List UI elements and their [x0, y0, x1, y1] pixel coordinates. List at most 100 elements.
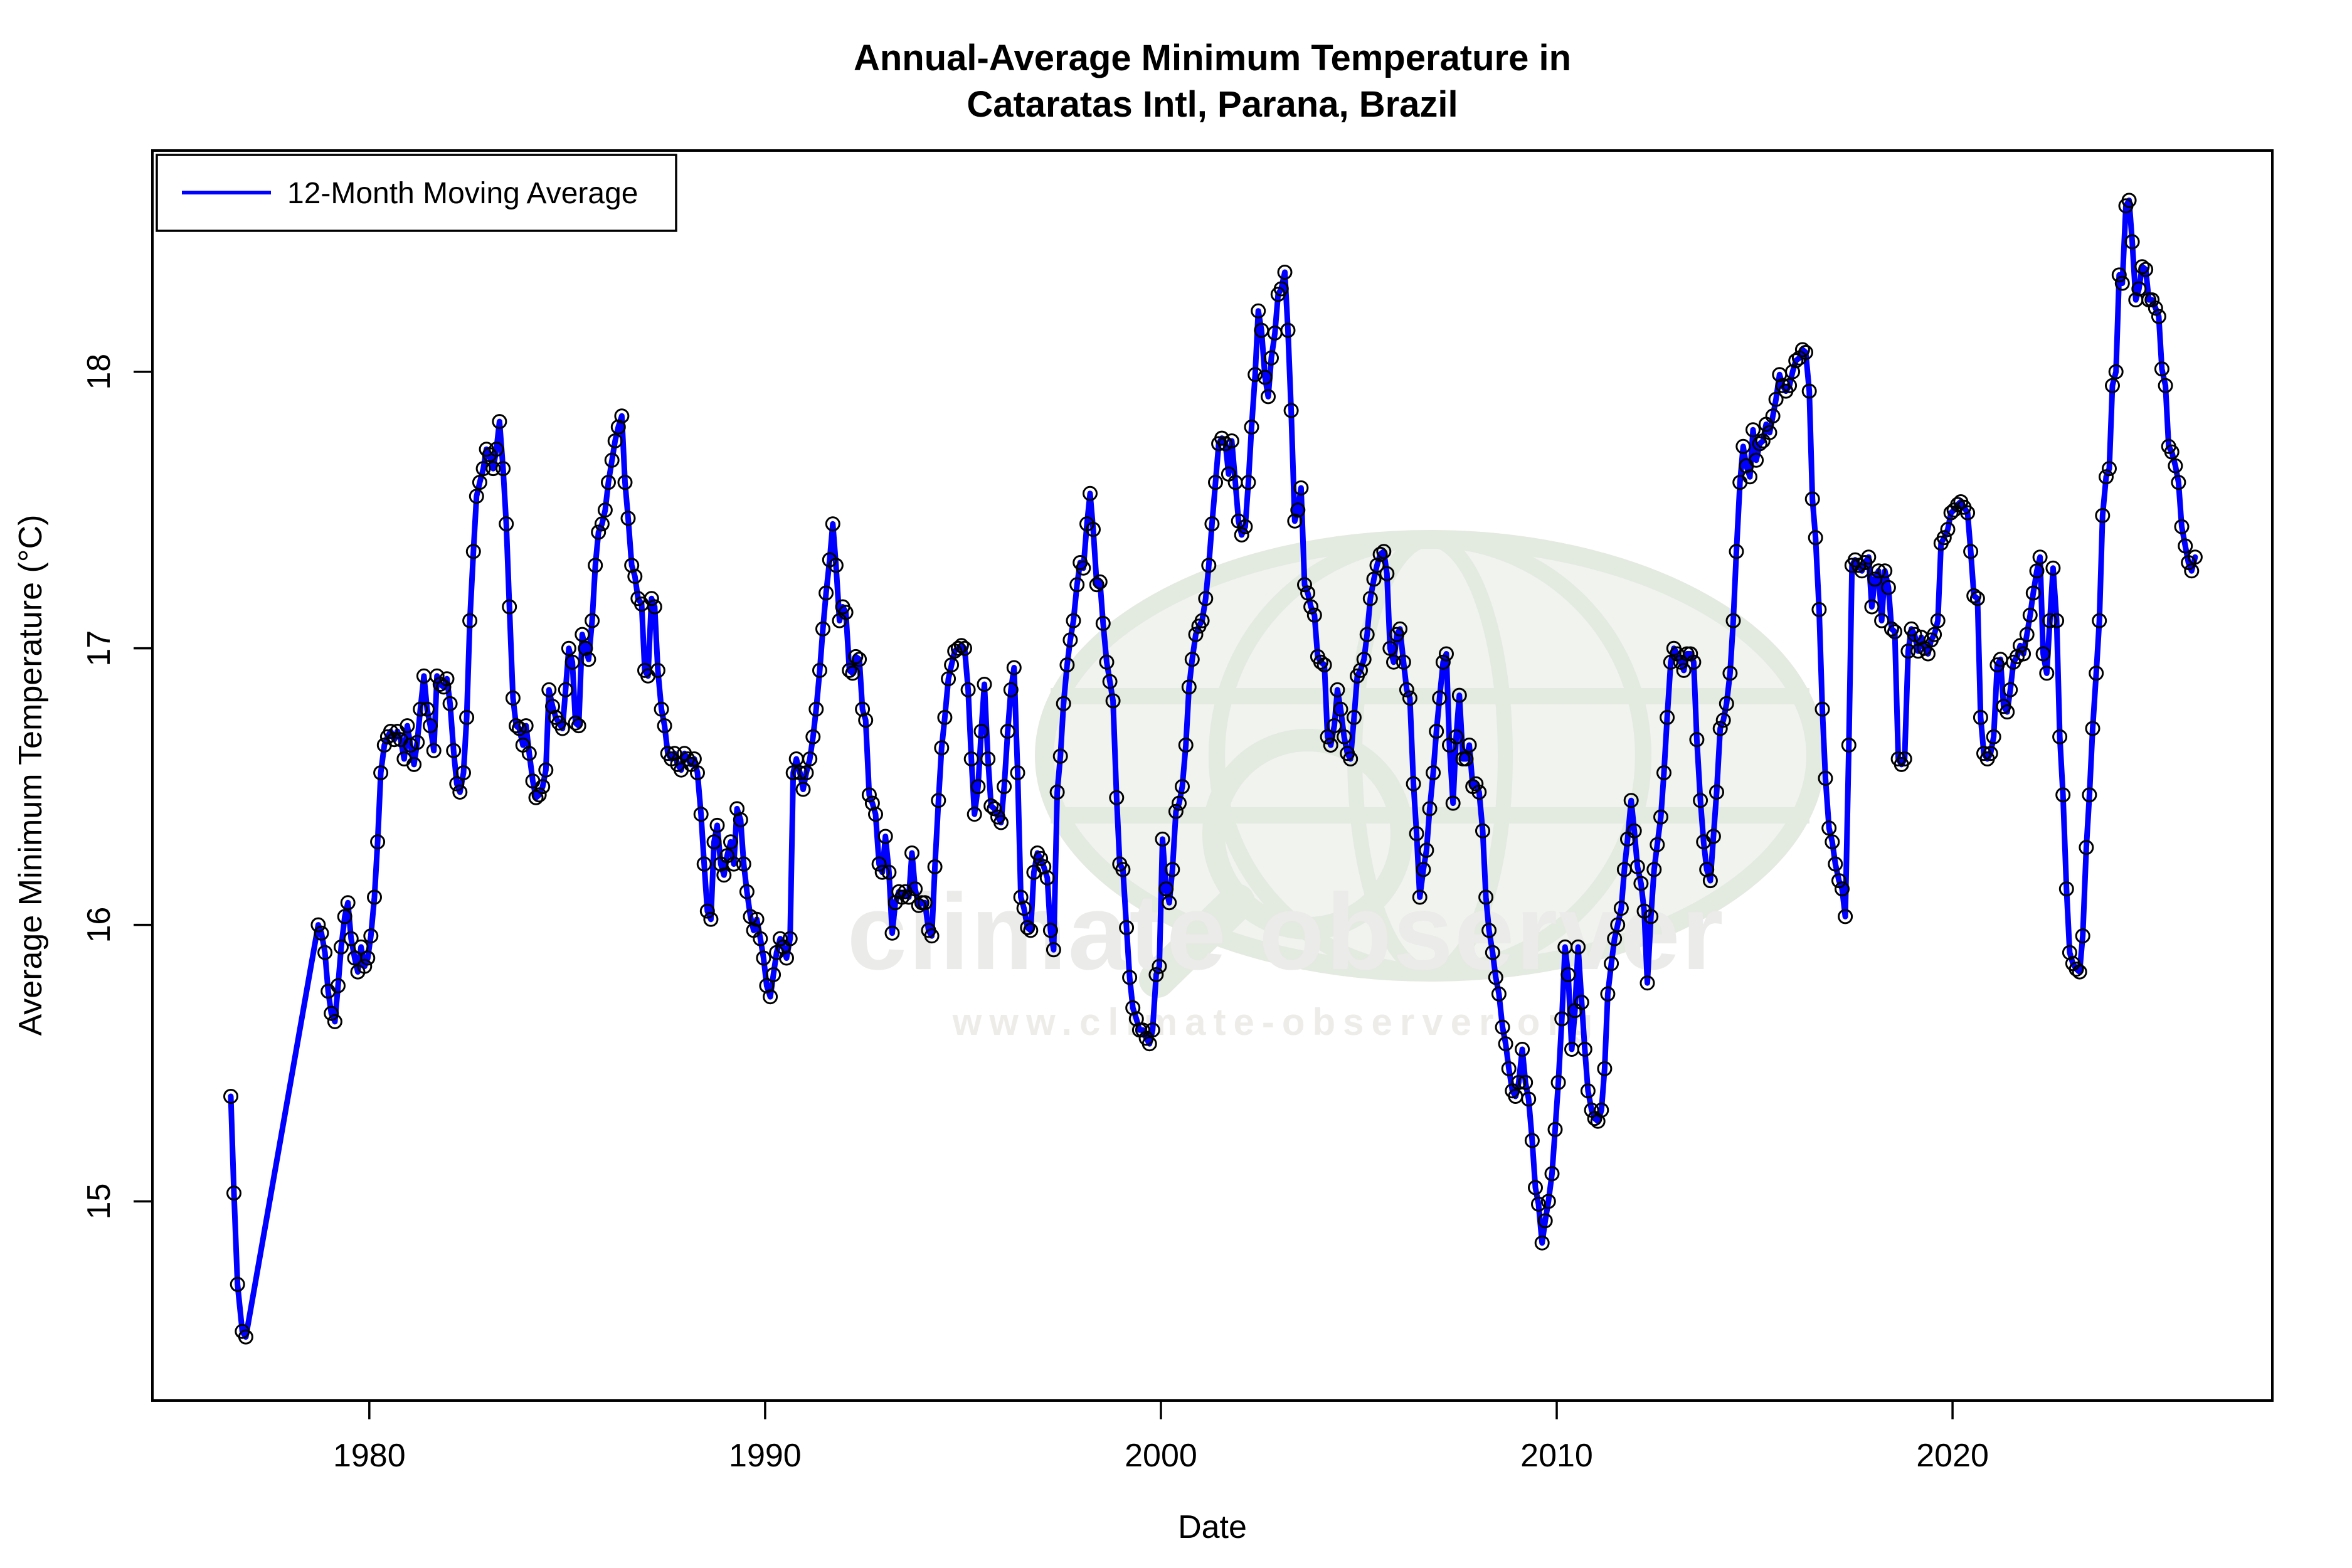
data-point	[1880, 580, 1896, 595]
data-point	[1119, 920, 1135, 935]
data-point	[795, 781, 811, 797]
data-point	[1907, 627, 1922, 642]
data-point	[1762, 425, 1777, 440]
data-point	[1066, 613, 1081, 628]
data-point	[1580, 1083, 1596, 1099]
data-point	[1534, 1235, 1550, 1251]
data-point	[1402, 691, 1417, 706]
data-point	[518, 718, 534, 734]
data-point	[1290, 502, 1306, 518]
data-point	[1468, 776, 1484, 792]
data-point	[782, 931, 798, 946]
data-point	[1241, 475, 1256, 490]
data-point	[2000, 704, 2015, 720]
data-point	[647, 599, 662, 615]
data-point	[941, 671, 956, 687]
data-point	[1251, 303, 1266, 319]
data-point	[1841, 738, 1857, 753]
data-point	[1528, 1180, 1543, 1195]
data-point	[852, 652, 867, 667]
data-point	[868, 807, 883, 822]
data-point	[1571, 939, 1586, 955]
data-point	[1986, 729, 2001, 744]
data-point	[1854, 563, 1870, 579]
data-point	[1613, 901, 1629, 916]
data-point	[699, 903, 715, 919]
data-point	[2187, 549, 2203, 565]
data-point	[1633, 876, 1649, 891]
data-point	[1406, 776, 1421, 792]
x-tick-label: 1990	[729, 1438, 802, 1474]
data-point	[509, 718, 524, 734]
data-point	[980, 751, 996, 766]
data-point	[1076, 560, 1091, 576]
data-point	[1653, 809, 1668, 825]
data-point	[1283, 403, 1299, 418]
data-point	[657, 718, 672, 734]
data-point	[410, 734, 425, 750]
data-point	[1511, 1074, 1527, 1090]
data-point	[1574, 995, 1589, 1010]
data-point	[1897, 751, 1912, 766]
data-point	[545, 699, 560, 714]
data-point	[1485, 945, 1500, 960]
data-point	[439, 671, 455, 687]
data-point	[706, 834, 722, 850]
data-point	[327, 1014, 342, 1029]
x-tick-label: 2010	[1520, 1438, 1593, 1474]
data-point	[970, 779, 986, 795]
data-point	[1838, 909, 1853, 924]
data-point	[367, 889, 382, 905]
data-point	[1871, 563, 1887, 579]
data-point	[2019, 627, 2035, 642]
data-point	[828, 558, 844, 573]
data-point	[644, 591, 659, 607]
data-point	[2121, 193, 2137, 208]
data-point	[818, 585, 834, 601]
data-point	[2138, 262, 2154, 277]
data-point	[1273, 281, 1289, 297]
data-point	[693, 807, 709, 822]
data-point	[690, 765, 705, 781]
data-point	[1650, 837, 1665, 852]
data-point	[1877, 563, 1893, 579]
data-point	[1861, 549, 1877, 565]
data-point	[1316, 657, 1332, 673]
data-point	[1702, 873, 1718, 889]
data-point	[2089, 665, 2104, 681]
data-point	[1244, 419, 1259, 435]
data-point	[1297, 577, 1312, 593]
data-point	[805, 729, 821, 744]
data-point	[825, 516, 840, 532]
data-point	[1660, 709, 1675, 725]
data-point	[924, 928, 940, 944]
data-point	[2158, 378, 2173, 393]
data-point	[597, 502, 613, 518]
data-point	[585, 613, 600, 628]
data-point	[1550, 1074, 1566, 1090]
data-point	[1293, 480, 1309, 495]
data-point	[521, 746, 537, 761]
data-point	[749, 911, 765, 927]
data-point	[1471, 785, 1487, 800]
data-point	[1629, 859, 1645, 874]
data-point	[1089, 577, 1104, 593]
data-point	[934, 740, 950, 756]
data-point	[426, 743, 442, 758]
data-point	[1099, 654, 1115, 670]
data-point	[1003, 682, 1019, 697]
data-point	[1785, 364, 1801, 379]
data-point	[1745, 422, 1761, 438]
x-tick-label: 1980	[333, 1438, 406, 1474]
data-point	[2025, 585, 2041, 601]
data-point	[1148, 967, 1164, 982]
data-point	[650, 662, 665, 678]
data-point	[2111, 267, 2127, 283]
data-point	[1201, 558, 1217, 573]
data-point	[723, 834, 738, 850]
data-point	[406, 756, 422, 772]
data-point	[1396, 654, 1411, 670]
data-point	[2174, 519, 2190, 534]
data-point	[1379, 566, 1395, 581]
data-point	[558, 682, 573, 697]
